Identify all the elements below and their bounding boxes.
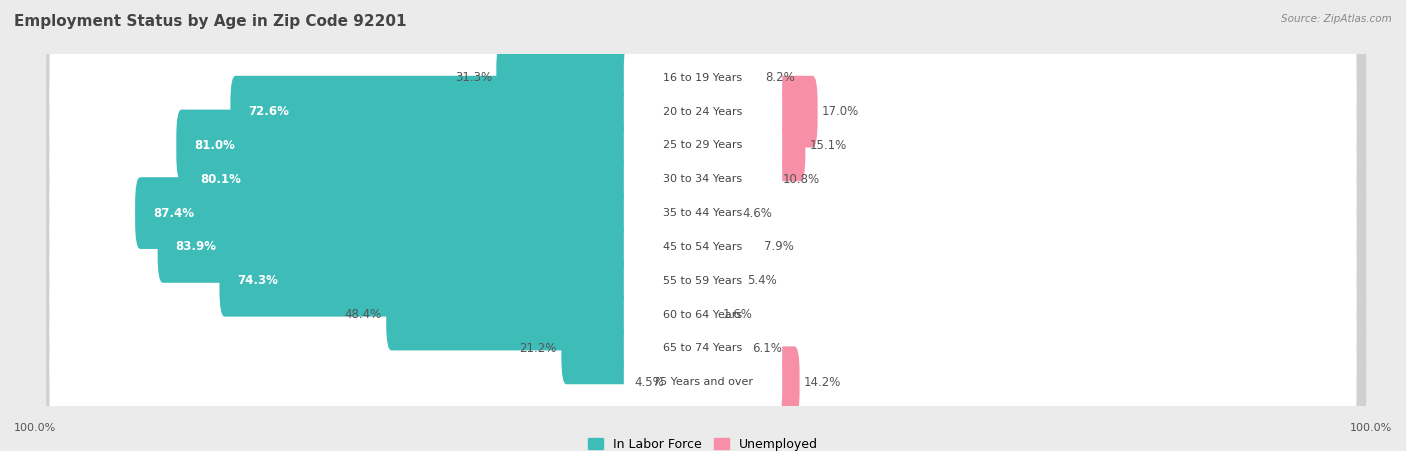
FancyBboxPatch shape — [176, 110, 634, 181]
FancyBboxPatch shape — [46, 318, 1367, 446]
Text: 83.9%: 83.9% — [176, 240, 217, 253]
Text: 4.5%: 4.5% — [634, 376, 665, 389]
FancyBboxPatch shape — [49, 285, 1357, 412]
Text: 81.0%: 81.0% — [194, 139, 235, 152]
Text: 14.2%: 14.2% — [804, 376, 841, 389]
Text: 21.2%: 21.2% — [519, 342, 557, 355]
FancyBboxPatch shape — [231, 76, 634, 147]
FancyBboxPatch shape — [135, 177, 634, 249]
FancyBboxPatch shape — [624, 279, 782, 350]
FancyBboxPatch shape — [46, 216, 1367, 345]
Text: 30 to 34 Years: 30 to 34 Years — [664, 174, 742, 184]
FancyBboxPatch shape — [772, 346, 800, 418]
FancyBboxPatch shape — [157, 211, 634, 283]
Text: 55 to 59 Years: 55 to 59 Years — [664, 276, 742, 286]
Legend: In Labor Force, Unemployed: In Labor Force, Unemployed — [583, 433, 823, 451]
FancyBboxPatch shape — [46, 183, 1367, 311]
Text: Source: ZipAtlas.com: Source: ZipAtlas.com — [1281, 14, 1392, 23]
Text: 17.0%: 17.0% — [823, 105, 859, 118]
FancyBboxPatch shape — [46, 115, 1367, 244]
Text: 60 to 64 Years: 60 to 64 Years — [664, 309, 742, 320]
FancyBboxPatch shape — [772, 110, 806, 181]
FancyBboxPatch shape — [49, 318, 1357, 446]
FancyBboxPatch shape — [46, 81, 1367, 210]
Text: 1.6%: 1.6% — [723, 308, 752, 321]
Text: 10.8%: 10.8% — [782, 173, 820, 186]
FancyBboxPatch shape — [624, 211, 782, 283]
Text: 74.3%: 74.3% — [238, 274, 278, 287]
Text: 25 to 29 Years: 25 to 29 Years — [664, 140, 742, 151]
FancyBboxPatch shape — [387, 279, 634, 350]
Text: 5.4%: 5.4% — [748, 274, 778, 287]
FancyBboxPatch shape — [624, 346, 782, 418]
Text: 16 to 19 Years: 16 to 19 Years — [664, 73, 742, 83]
Text: 8.2%: 8.2% — [765, 71, 796, 84]
Text: Employment Status by Age in Zip Code 92201: Employment Status by Age in Zip Code 922… — [14, 14, 406, 28]
FancyBboxPatch shape — [46, 47, 1367, 176]
FancyBboxPatch shape — [628, 346, 673, 418]
FancyBboxPatch shape — [624, 143, 782, 215]
FancyBboxPatch shape — [49, 251, 1357, 378]
FancyBboxPatch shape — [624, 313, 782, 384]
FancyBboxPatch shape — [49, 183, 1357, 311]
FancyBboxPatch shape — [46, 284, 1367, 413]
Text: 31.3%: 31.3% — [454, 71, 492, 84]
Text: 65 to 74 Years: 65 to 74 Years — [664, 343, 742, 354]
FancyBboxPatch shape — [624, 110, 782, 181]
Text: 87.4%: 87.4% — [153, 207, 194, 220]
FancyBboxPatch shape — [49, 115, 1357, 243]
Text: 72.6%: 72.6% — [249, 105, 290, 118]
FancyBboxPatch shape — [49, 217, 1357, 345]
Text: 75 Years and over: 75 Years and over — [652, 377, 754, 387]
FancyBboxPatch shape — [49, 149, 1357, 277]
FancyBboxPatch shape — [624, 177, 782, 249]
Text: 4.6%: 4.6% — [742, 207, 772, 220]
FancyBboxPatch shape — [46, 149, 1367, 277]
FancyBboxPatch shape — [624, 76, 782, 147]
FancyBboxPatch shape — [49, 48, 1357, 175]
FancyBboxPatch shape — [561, 313, 634, 384]
FancyBboxPatch shape — [624, 42, 782, 114]
Text: 100.0%: 100.0% — [14, 423, 56, 433]
Text: 35 to 44 Years: 35 to 44 Years — [664, 208, 742, 218]
FancyBboxPatch shape — [624, 245, 782, 317]
Text: 80.1%: 80.1% — [200, 173, 240, 186]
Text: 6.1%: 6.1% — [752, 342, 782, 355]
FancyBboxPatch shape — [49, 14, 1357, 142]
FancyBboxPatch shape — [46, 14, 1367, 142]
Text: 100.0%: 100.0% — [1350, 423, 1392, 433]
FancyBboxPatch shape — [46, 250, 1367, 379]
FancyBboxPatch shape — [772, 76, 818, 147]
Text: 20 to 24 Years: 20 to 24 Years — [664, 106, 742, 117]
Text: 48.4%: 48.4% — [344, 308, 381, 321]
FancyBboxPatch shape — [49, 82, 1357, 209]
Text: 45 to 54 Years: 45 to 54 Years — [664, 242, 742, 252]
FancyBboxPatch shape — [219, 245, 634, 317]
Text: 7.9%: 7.9% — [763, 240, 793, 253]
FancyBboxPatch shape — [496, 42, 634, 114]
Text: 15.1%: 15.1% — [810, 139, 848, 152]
FancyBboxPatch shape — [183, 143, 634, 215]
